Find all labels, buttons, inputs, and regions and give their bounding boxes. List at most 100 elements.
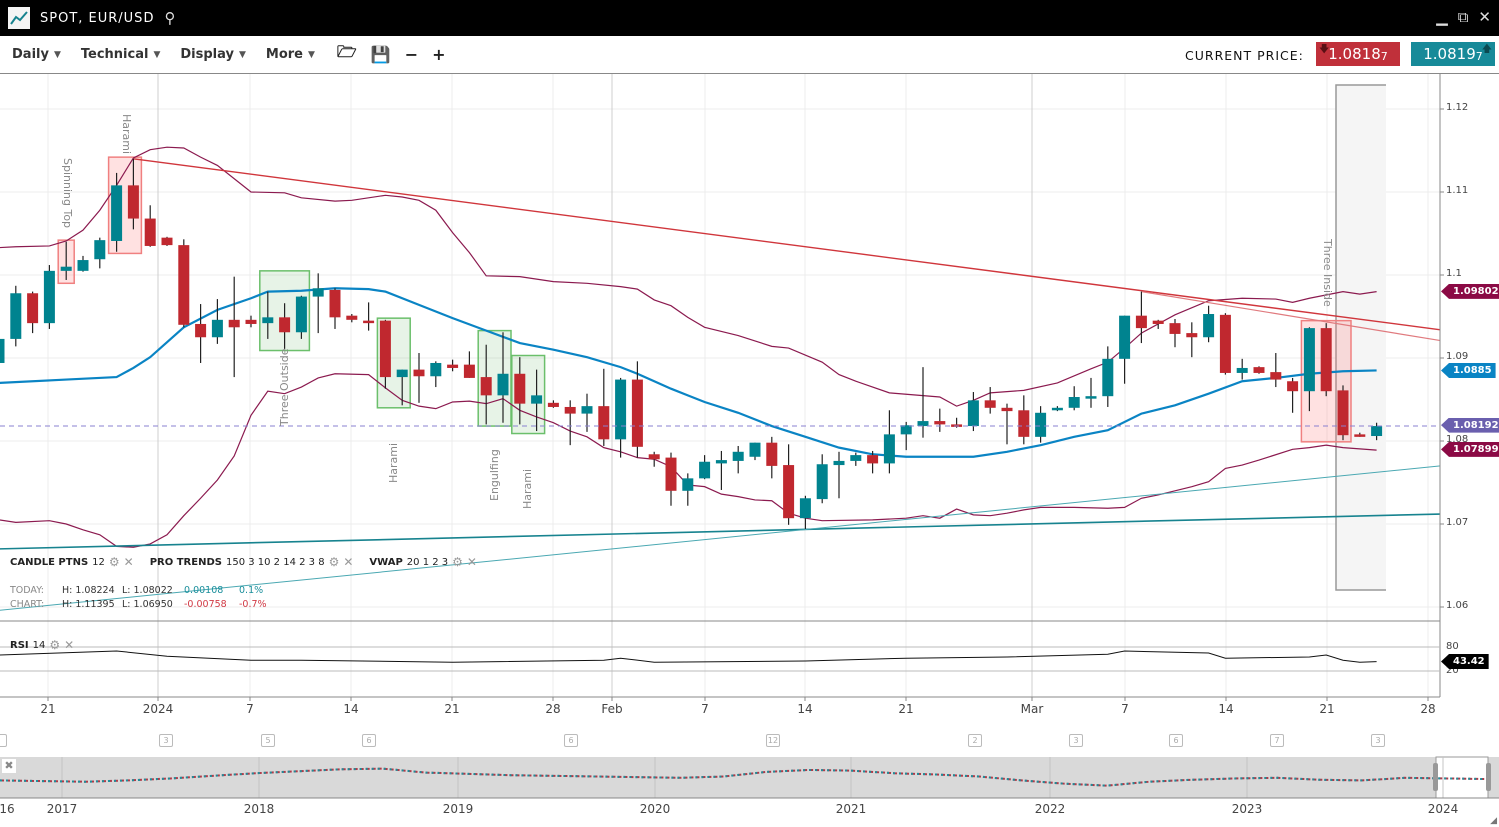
calendar-event-icon[interactable]: 3 [1371, 734, 1385, 747]
minimize-icon[interactable]: ▁ [1436, 8, 1448, 26]
calendar-event-icon[interactable]: 3 [159, 734, 173, 747]
title-bar: SPOT, EUR/USD ⚲ ▁ ⧉ ✕ [0, 0, 1499, 36]
candle [867, 450, 879, 474]
navigator-close-icon[interactable]: ✖ [2, 759, 16, 773]
x-tick-label: 28 [1420, 702, 1436, 716]
stats-label: CHART: [10, 599, 45, 610]
forecast-zone-border [1335, 84, 1386, 591]
candle [1169, 318, 1181, 348]
caret-down-icon: ▼ [53, 49, 61, 60]
candle-body [967, 400, 979, 427]
indicator-params: 12 [92, 556, 105, 568]
candle-body [1152, 320, 1164, 324]
candle-body [699, 461, 711, 479]
menu-daily[interactable]: Daily ▼ [12, 47, 61, 62]
calendar-event-icon[interactable]: 6 [1169, 734, 1183, 747]
candle [279, 303, 291, 349]
candle [447, 359, 459, 372]
gear-icon[interactable]: ⚙ [452, 555, 463, 569]
candle-body [1186, 333, 1198, 338]
candle [1287, 377, 1299, 413]
navigator-year-label: 2019 [442, 802, 474, 816]
rsi-line [0, 650, 1377, 663]
calendar-event-icon[interactable]: 6 [362, 734, 376, 747]
pattern-label: Harami [521, 468, 535, 509]
x-tick-label: 7 [701, 702, 709, 716]
x-tick-label: 14 [1218, 702, 1234, 716]
candle-body [665, 457, 677, 491]
candle [1337, 385, 1349, 441]
x-tick-label: 14 [343, 702, 359, 716]
zoom-out-icon[interactable]: − [404, 45, 419, 64]
y-tick-label: 1.06 [1446, 600, 1469, 611]
navigator-handle-right[interactable] [1486, 763, 1491, 791]
candle [631, 361, 643, 458]
candle-body [1270, 372, 1282, 380]
resize-grip-icon[interactable]: ◢ [1490, 816, 1497, 826]
menu-display[interactable]: Display ▼ [180, 47, 246, 62]
popout-icon[interactable]: ⧉ [1457, 8, 1469, 26]
forecast-zone [1336, 85, 1386, 590]
caret-down-icon: ▼ [153, 49, 161, 60]
navigator-window[interactable] [1435, 756, 1489, 799]
close-icon[interactable]: ✕ [466, 555, 477, 569]
search-icon[interactable]: ⚲ [164, 9, 176, 27]
candle-body [279, 317, 291, 333]
calendar-event-icon[interactable]: 3 [1069, 734, 1083, 747]
candle [211, 299, 223, 344]
stats-percent: 0.1% [239, 585, 264, 596]
pattern-label: Three Outside [277, 348, 291, 426]
gear-icon[interactable]: ⚙ [108, 555, 120, 569]
candle [564, 400, 576, 446]
candle-body [245, 319, 257, 324]
candle [934, 408, 946, 432]
ask-price[interactable]: 1.0819 7 🡅 [1411, 42, 1495, 66]
stats-low: L: 1.08022 [122, 585, 173, 596]
candle-body [715, 460, 727, 464]
menu-label: Daily [12, 47, 49, 62]
x-tick-label: 21 [444, 702, 460, 716]
candle-body [631, 379, 643, 447]
candle-body [480, 377, 492, 396]
candle-body [682, 478, 694, 491]
navigator-handle-left[interactable] [1433, 763, 1438, 791]
menu-technical[interactable]: Technical ▼ [81, 47, 161, 62]
save-icon[interactable]: 💾 [370, 45, 391, 64]
calendar-event-icon[interactable]: 6 [564, 734, 578, 747]
candle [396, 369, 408, 406]
calendar-event-icon[interactable] [0, 734, 7, 747]
x-tick-label: 21 [1319, 702, 1335, 716]
candle [1320, 323, 1332, 397]
menu-more[interactable]: More ▼ [266, 47, 315, 62]
bid-price[interactable]: 🡇 1.0818 7 [1316, 42, 1400, 66]
close-icon[interactable]: ✕ [123, 555, 134, 569]
trend-line [1141, 291, 1441, 342]
trend-line [0, 465, 1441, 611]
open-folder-icon[interactable]: 🗁 [336, 42, 357, 61]
zoom-in-icon[interactable]: + [432, 45, 446, 64]
y-tick-label: 1.07 [1446, 517, 1469, 528]
navigator-year-label: 16 [0, 802, 15, 816]
candle-body [379, 320, 391, 378]
candle [178, 239, 190, 328]
close-icon[interactable]: ✕ [1478, 8, 1491, 26]
y-tick-label: 1.1 [1446, 268, 1462, 279]
candle-body [934, 421, 946, 425]
bid-pip: 7 [1380, 49, 1388, 63]
close-icon[interactable]: ✕ [343, 555, 354, 569]
gear-icon[interactable]: ⚙ [328, 555, 340, 569]
candle-body [783, 465, 795, 519]
candle [1371, 422, 1383, 441]
gear-icon[interactable]: ⚙ [49, 638, 61, 652]
menu-label: More [265, 47, 303, 62]
calendar-event-icon[interactable]: 12 [766, 734, 780, 747]
calendar-event-icon[interactable]: 7 [1270, 734, 1284, 747]
calendar-event-icon[interactable]: 5 [261, 734, 275, 747]
candle [379, 319, 391, 389]
stats-change: -0.00758 [184, 599, 227, 610]
candle-body [262, 317, 274, 324]
close-icon[interactable]: ✕ [64, 638, 75, 652]
calendar-event-icon[interactable]: 2 [968, 734, 982, 747]
stats-high: H: 1.11395 [62, 599, 115, 610]
